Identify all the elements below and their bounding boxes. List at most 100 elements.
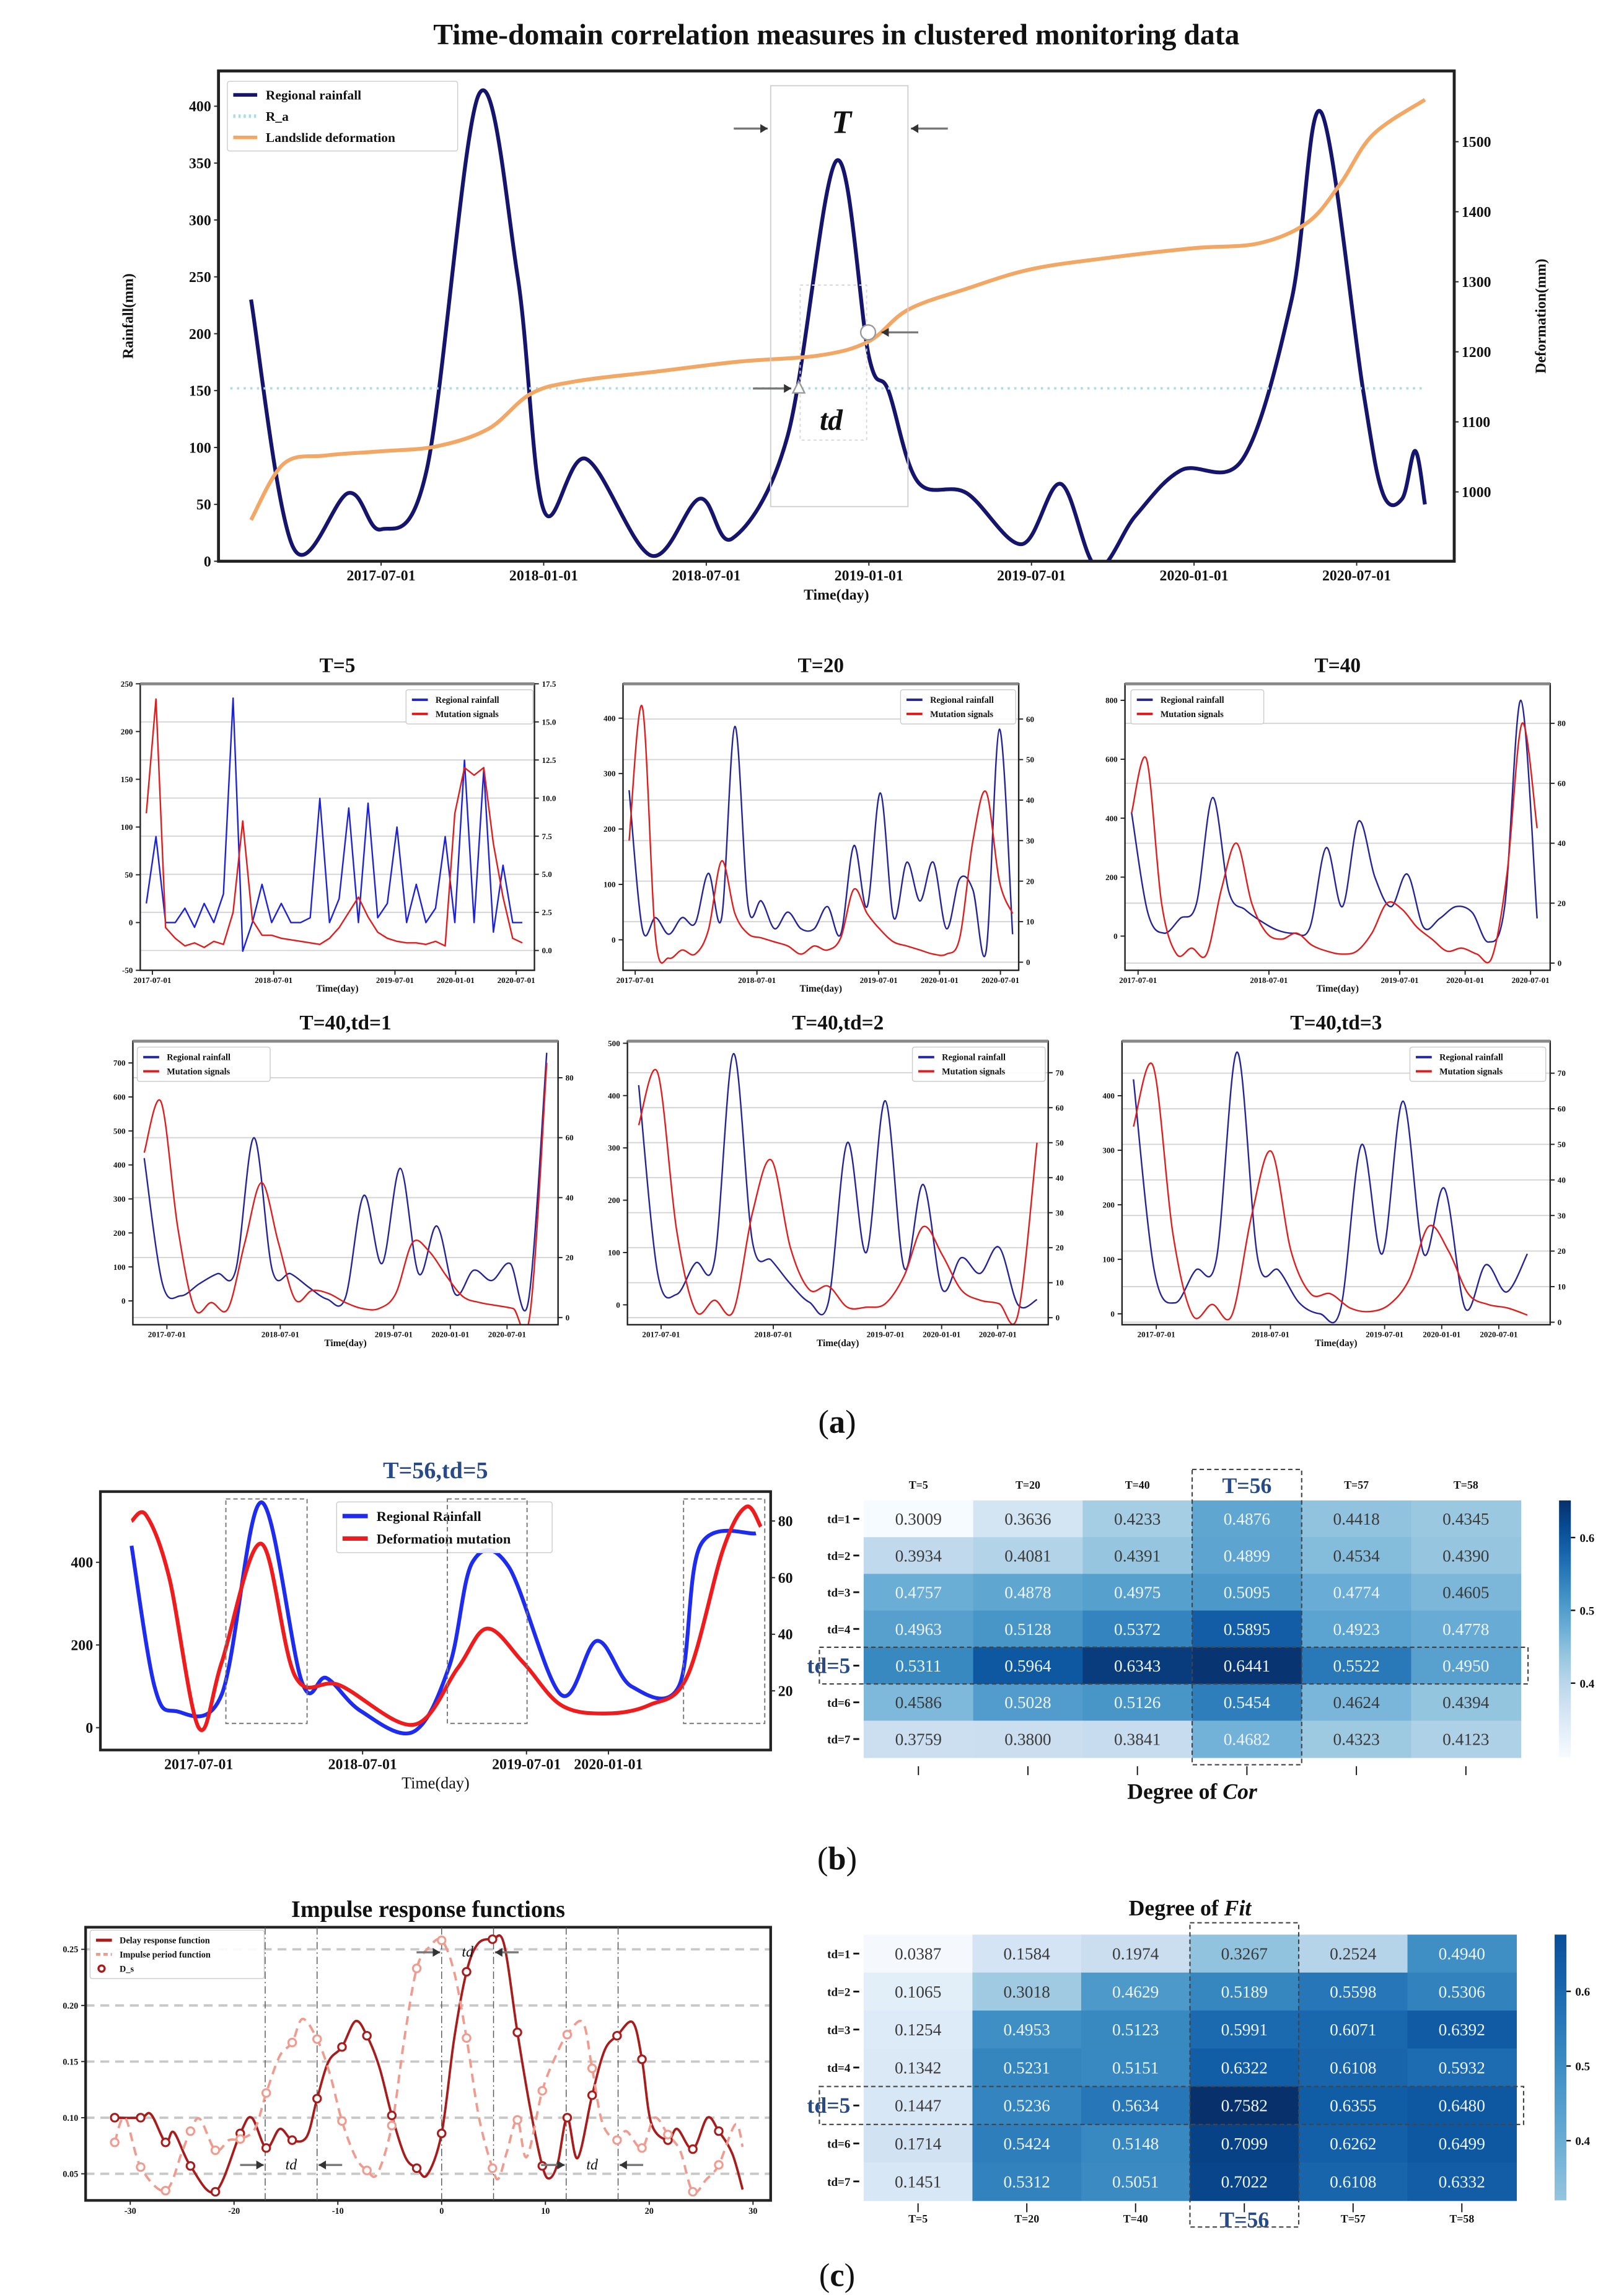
y-tick-label: 0 [1113, 932, 1118, 941]
heatmap-cell-value: 0.4586 [895, 1693, 942, 1712]
heatmap-cell [1301, 1610, 1412, 1648]
x-tick-label: 2020-01-01 [921, 976, 959, 985]
d-s-marker [612, 2030, 622, 2041]
y-tick-label: 200 [71, 1638, 93, 1654]
x-axis-label: Time(day) [800, 984, 842, 994]
y-tick-label: 0 [129, 918, 133, 927]
legend-label: Mutation signals [436, 710, 499, 720]
d-s-marker [437, 2128, 447, 2139]
heatmap-cell-value: 0.6343 [1114, 1657, 1161, 1675]
y-tick-label: 50 [196, 497, 211, 513]
td-arrow-right-head [494, 1947, 503, 1957]
heatmap-cell [1082, 1610, 1193, 1648]
d-s-marker [387, 2110, 397, 2121]
panel-label: (a) [818, 1404, 856, 1440]
heatmap-cell [1192, 1500, 1302, 1538]
period-arrow-right-head [911, 124, 919, 133]
d-s-marker [587, 2063, 597, 2073]
series-regional-rainfall [628, 725, 1014, 958]
chart-title: T=40 [1314, 654, 1361, 677]
heatmap-cell-value: 0.4391 [1114, 1546, 1161, 1565]
d-s-marker [663, 2130, 673, 2139]
heatmap-cell [1411, 1610, 1522, 1648]
x-tick-label: 2017-07-01 [617, 976, 654, 985]
heatmap-cor: 0.3009 0.3636 0.4233 0.4876 0.4418 0.4345 0.39… [807, 1468, 1595, 1804]
x-axis-label: Time(day) [324, 1338, 366, 1349]
series-deformation-mutation [130, 1504, 763, 1732]
heatmap-cell [1407, 1972, 1517, 2011]
d-s-marker [437, 1936, 447, 1945]
d-s-marker [261, 2143, 271, 2153]
heatmap-cell [1192, 1537, 1302, 1575]
heatmap-cell-value: 0.6108 [1330, 2058, 1376, 2077]
highlight-row-box [819, 1646, 1529, 1685]
heatmap-cell [973, 1500, 1084, 1538]
heatmap-cell-value: 0.4345 [1442, 1510, 1489, 1528]
heatmap-cell [1301, 1574, 1412, 1611]
legend-label: D_s [120, 1964, 134, 1974]
heatmap-cell [972, 2048, 1082, 2087]
y2-tick-label: 60 [778, 1570, 793, 1587]
heatmap-cell [863, 2124, 973, 2164]
legend-label: R_a [266, 109, 289, 124]
heatmap-cell-value: 0.0387 [895, 1945, 941, 1963]
x-tick-label: 2018-07-01 [261, 1330, 299, 1339]
row-label: td=4 [827, 2062, 851, 2075]
heatmap-cell [1192, 1610, 1302, 1648]
y2-tick-label: 1500 [1462, 134, 1491, 151]
heatmap-cell [1299, 2124, 1408, 2164]
y-tick-label: 500 [113, 1126, 126, 1135]
heatmap-cell-value: 0.3267 [1221, 1945, 1268, 1963]
x-tick-label: 2017-07-01 [148, 1330, 186, 1339]
heatmap-cell-value: 0.1584 [1004, 1945, 1051, 1963]
x-tick-label: 2019-07-01 [375, 1330, 413, 1339]
heatmap-cell-value: 0.4394 [1442, 1693, 1490, 1712]
heatmap-cell-value: 0.5964 [1004, 1657, 1051, 1675]
y2-tick-label: 17.5 [542, 679, 556, 689]
series-group [628, 705, 1014, 964]
y-tick-label: 250 [189, 270, 211, 286]
td-arrow-right-head [318, 2161, 327, 2170]
heatmap-cell-value: 0.4233 [1114, 1510, 1161, 1528]
heatmap-cell [1407, 1934, 1517, 1973]
column-label: T=20 [1016, 1479, 1040, 1491]
title-prefix: Degree of [1127, 1779, 1222, 1804]
heatmap-cell-value: 0.5126 [1114, 1693, 1161, 1712]
heatmap-cell-value: 0.5372 [1114, 1620, 1161, 1639]
heatmap-cell [1190, 1972, 1299, 2011]
d-s-marker [387, 2120, 397, 2131]
y-tick-label: 400 [189, 99, 211, 115]
td-annotation: td [462, 1944, 473, 1960]
series-mutation-signals [628, 705, 1014, 964]
heatmap-cell [1190, 2011, 1299, 2050]
legend-label: Regional rainfall [266, 88, 361, 103]
heatmap-cell-value: 0.1974 [1112, 1945, 1159, 1963]
y2-tick-label: 60 [1558, 778, 1566, 788]
y2-tick-label: 2.5 [542, 908, 552, 917]
x-axis-label: Time(day) [402, 1774, 470, 1792]
heatmap-cell-value: 0.1065 [895, 1983, 941, 2001]
heatmap-cell-value: 0.4123 [1442, 1730, 1489, 1748]
heatmap-cell [1081, 2124, 1191, 2164]
row-label: td=1 [827, 1948, 850, 1961]
heatmap-cell-value: 0.4081 [1004, 1546, 1051, 1565]
highlight-column-box [1189, 1922, 1300, 2228]
heatmap-title: Degree of Fit [1129, 1896, 1252, 1921]
column-label: T=58 [1454, 1479, 1478, 1491]
heatmap-cell [1411, 1574, 1522, 1611]
chart-title: T=56,td=5 [383, 1458, 488, 1484]
series-regional-rainfall [638, 1052, 1038, 1316]
d-s-marker [714, 2126, 724, 2136]
y2-tick-label: 40 [1056, 1173, 1064, 1183]
x-tick-label: 2017-07-01 [1119, 976, 1157, 985]
column-label: T=57 [1341, 2213, 1366, 2225]
heatmap-cell-value: 0.4923 [1333, 1620, 1379, 1639]
y2-tick-label: 0 [566, 1313, 570, 1322]
x-tick-label: 2017-07-01 [346, 568, 415, 584]
heatmap-cell-value: 0.5895 [1224, 1620, 1270, 1639]
d-s-marker [637, 2143, 647, 2153]
heatmap-cell-value: 0.7099 [1221, 2134, 1268, 2153]
delay-window-box [799, 284, 867, 441]
y2-tick-label: 40 [566, 1193, 574, 1202]
